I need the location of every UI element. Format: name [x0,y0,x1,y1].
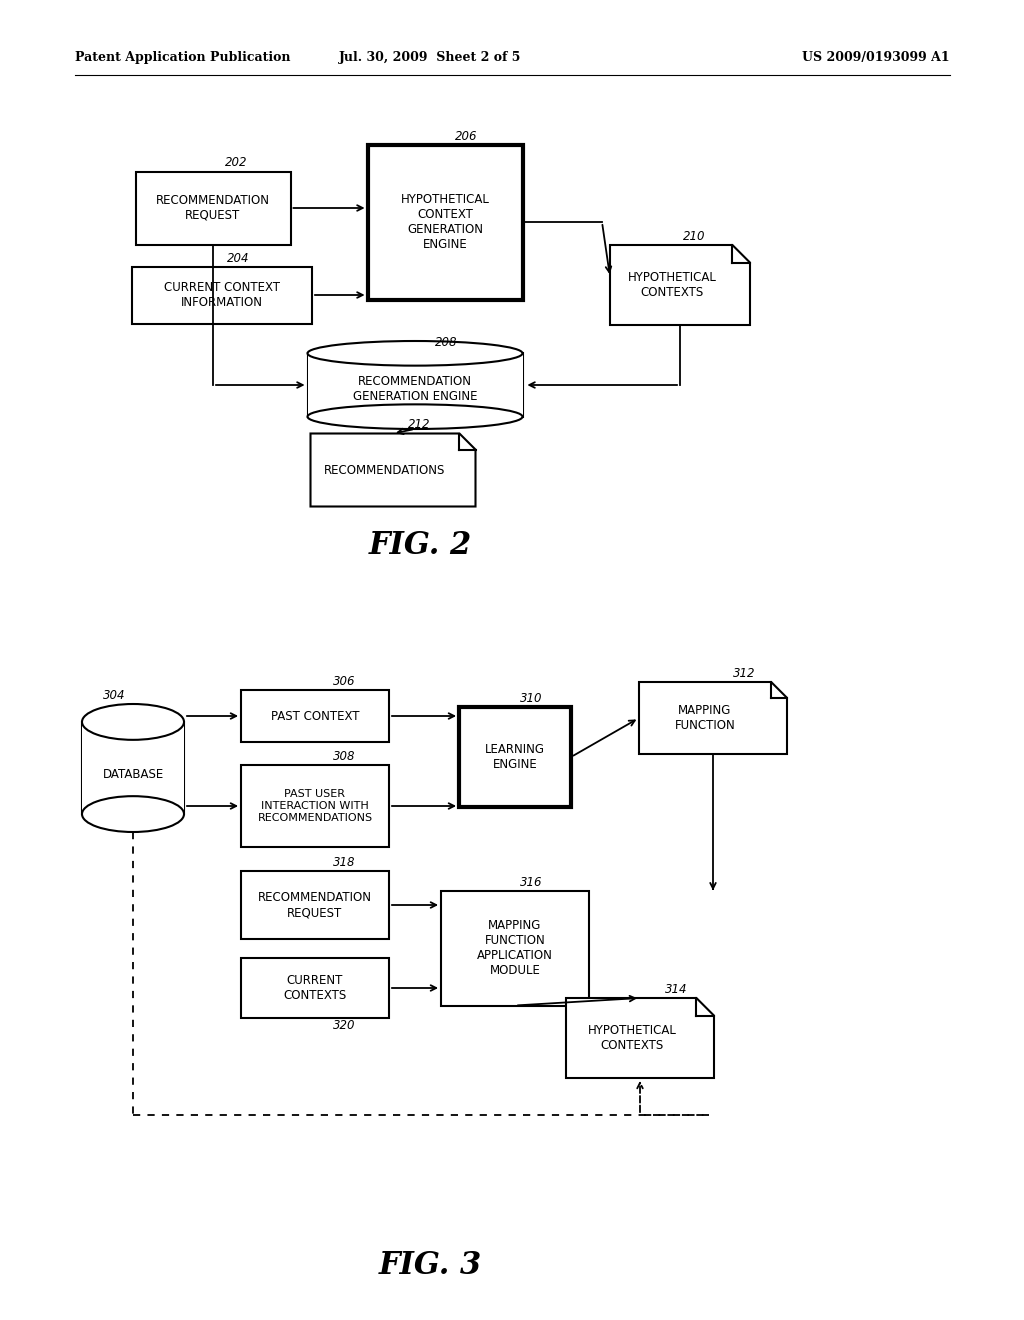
Text: 210: 210 [683,230,706,243]
Bar [307,354,522,417]
Text: US 2009/0193099 A1: US 2009/0193099 A1 [803,51,950,65]
Text: Jul. 30, 2009  Sheet 2 of 5: Jul. 30, 2009 Sheet 2 of 5 [339,51,521,65]
Text: RECOMMENDATION
GENERATION ENGINE: RECOMMENDATION GENERATION ENGINE [352,375,477,403]
Text: 202: 202 [225,157,248,169]
Bar [82,722,184,814]
Text: 314: 314 [665,983,687,997]
Bar [459,708,571,807]
Text: 208: 208 [435,337,458,348]
Polygon shape [639,682,787,754]
Text: RECOMMENDATION
REQUEST: RECOMMENDATION REQUEST [156,194,270,222]
Text: PAST CONTEXT: PAST CONTEXT [270,710,359,722]
Text: 304: 304 [103,689,126,702]
Text: DATABASE: DATABASE [102,767,164,780]
Text: 316: 316 [520,875,543,888]
Text: RECOMMENDATION
REQUEST: RECOMMENDATION REQUEST [258,891,372,919]
Bar [241,958,389,1018]
Ellipse shape [307,404,522,429]
Text: MAPPING
FUNCTION
APPLICATION
MODULE: MAPPING FUNCTION APPLICATION MODULE [477,919,553,977]
Text: 204: 204 [227,252,250,264]
Text: 206: 206 [455,129,477,143]
Bar [135,172,291,244]
Text: 320: 320 [333,1019,355,1032]
Text: HYPOTHETICAL
CONTEXT
GENERATION
ENGINE: HYPOTHETICAL CONTEXT GENERATION ENGINE [400,193,489,251]
Text: HYPOTHETICAL
CONTEXTS: HYPOTHETICAL CONTEXTS [628,271,717,300]
Bar [241,871,389,939]
Text: 310: 310 [520,692,543,705]
Text: MAPPING
FUNCTION: MAPPING FUNCTION [675,704,735,733]
Text: 312: 312 [733,667,756,680]
Bar [441,891,589,1006]
Ellipse shape [307,341,522,366]
Text: FIG. 2: FIG. 2 [369,529,472,561]
Text: CURRENT CONTEXT
INFORMATION: CURRENT CONTEXT INFORMATION [164,281,280,309]
Polygon shape [310,433,475,507]
Text: FIG. 3: FIG. 3 [379,1250,481,1280]
Bar [241,690,389,742]
Text: CURRENT
CONTEXTS: CURRENT CONTEXTS [284,974,347,1002]
Text: 212: 212 [408,418,430,432]
Bar [368,144,522,300]
Text: 318: 318 [333,855,355,869]
Text: 308: 308 [333,750,355,763]
Text: PAST USER
INTERACTION WITH
RECOMMENDATIONS: PAST USER INTERACTION WITH RECOMMENDATIO… [257,789,373,822]
Ellipse shape [82,796,184,832]
Text: LEARNING
ENGINE: LEARNING ENGINE [485,743,545,771]
Polygon shape [610,246,750,325]
Polygon shape [566,998,714,1078]
Bar [241,766,389,847]
Text: 306: 306 [333,675,355,688]
Text: Patent Application Publication: Patent Application Publication [75,51,291,65]
Bar [132,267,312,323]
Text: HYPOTHETICAL
CONTEXTS: HYPOTHETICAL CONTEXTS [588,1024,677,1052]
Ellipse shape [82,704,184,739]
Text: RECOMMENDATIONS: RECOMMENDATIONS [325,463,445,477]
